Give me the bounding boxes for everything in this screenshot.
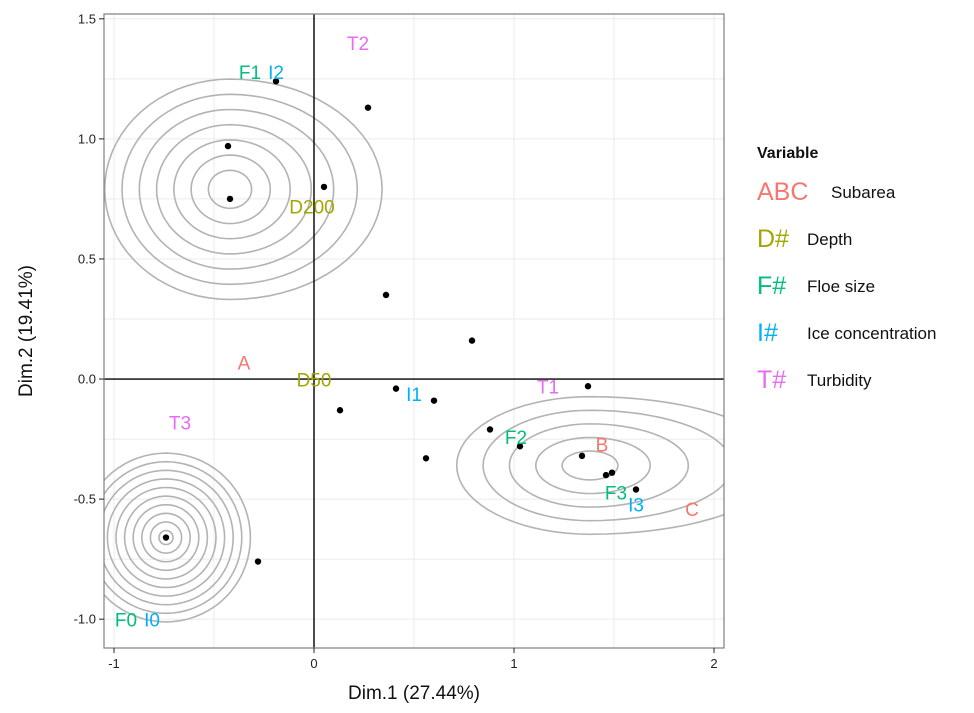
data-point-11 [486, 426, 494, 433]
data-point-17 [632, 486, 640, 493]
data-point-13 [422, 455, 430, 462]
label-T1: T1 [537, 378, 559, 399]
y-tick-label-3: 0.5 [78, 251, 96, 266]
y-axis-title: Dim.2 (19.41%) [16, 265, 37, 397]
legend-key-turbidity: T# [757, 366, 786, 394]
data-point-2 [224, 142, 232, 150]
legend-key-depth: D# [757, 225, 789, 253]
data-points [162, 78, 640, 565]
label-F1: F1 [239, 63, 261, 84]
contour-2-9 [104, 452, 252, 623]
data-point-6 [468, 337, 476, 344]
y-tick-label-4: 1.0 [78, 131, 96, 146]
label-T2: T2 [347, 34, 369, 55]
y-tick-label-0: -1.0 [74, 612, 96, 627]
point-labels: A B C D200 D50 F1 F2 F3 F0 I2 I1 I3 I0 T2 T1 T3 [115, 34, 699, 631]
label-D200: D200 [289, 198, 334, 219]
data-point-14 [578, 452, 586, 460]
y-tick-label-2: 0.0 [78, 372, 96, 387]
legend-title: Variable [757, 145, 818, 162]
contour-1-1 [534, 436, 652, 495]
data-point-8 [584, 383, 592, 390]
label-I2: I2 [268, 63, 284, 84]
contour-1-3 [482, 409, 724, 522]
contour-2-5 [115, 486, 217, 589]
contour-2-0 [158, 529, 174, 546]
legend-label-ice: Ice concentration [807, 324, 936, 343]
legend-key-ice: I# [757, 319, 778, 347]
x-tick-label-1: 0 [310, 656, 317, 671]
legend-key-subarea: ABC [757, 178, 808, 206]
axis-ticks: -1 0 1 2 -1.0 -0.5 0.0 0.5 1.0 1.5 [74, 11, 718, 671]
legend-key-floe: F# [757, 272, 786, 300]
legend-label-depth: Depth [807, 230, 852, 249]
legend-label-floe: Floe size [807, 277, 875, 296]
contour-0-3 [155, 123, 313, 255]
legend-label-turbidity: Turbidity [807, 371, 872, 390]
data-point-9 [430, 397, 438, 404]
data-point-3 [320, 183, 328, 191]
legend: Variable ABC Subarea D# Depth F# Floe size I# I… [757, 145, 936, 394]
contour-0-6 [104, 78, 383, 301]
contour-0-5 [121, 93, 359, 286]
grid-lines [104, 14, 724, 648]
label-I3: I3 [628, 495, 644, 516]
data-point-16 [608, 469, 616, 476]
label-A: A [238, 354, 251, 375]
data-point-1 [364, 104, 372, 111]
contour-2-8 [104, 460, 243, 615]
contour-1-4 [455, 395, 724, 536]
data-point-15 [602, 471, 610, 479]
legend-label-subarea: Subarea [831, 183, 896, 202]
contour-2-3 [132, 503, 200, 572]
contour-2-2 [140, 512, 192, 563]
contour-2-1 [149, 521, 183, 554]
y-tick-label-1: -0.5 [74, 492, 96, 507]
data-point-4 [226, 195, 234, 203]
contour-0-4 [138, 108, 335, 270]
contour-0-1 [190, 154, 272, 225]
density-contours [104, 78, 724, 623]
contour-0-2 [172, 139, 292, 240]
label-I0: I0 [144, 611, 160, 632]
label-T3: T3 [169, 414, 191, 435]
x-tick-label-2: 1 [510, 656, 517, 671]
label-F3: F3 [605, 483, 627, 504]
data-point-5 [382, 291, 390, 299]
data-point-0 [272, 78, 280, 85]
contour-0-0 [207, 169, 253, 210]
data-point-12 [516, 443, 524, 450]
label-I1: I1 [406, 385, 422, 406]
label-B: B [596, 435, 609, 456]
data-point-18 [162, 534, 170, 541]
contour-2-6 [106, 478, 226, 597]
data-point-7 [392, 385, 400, 392]
y-tick-label-5: 1.5 [78, 11, 96, 26]
contour-2-7 [104, 469, 235, 606]
label-F2: F2 [505, 428, 527, 449]
contour-2-4 [123, 495, 209, 580]
label-D50: D50 [297, 370, 332, 391]
contour-1-0 [561, 450, 619, 481]
reference-lines [104, 14, 724, 648]
label-F0: F0 [115, 611, 137, 632]
x-tick-label-3: 2 [710, 656, 717, 671]
contour-1-2 [508, 423, 690, 508]
x-tick-label-0: -1 [108, 656, 120, 671]
plot-frame [103, 13, 725, 649]
data-point-10 [336, 407, 344, 414]
x-axis-title: Dim.1 (27.44%) [348, 683, 480, 704]
data-point-19 [254, 558, 262, 565]
label-C: C [685, 500, 699, 521]
